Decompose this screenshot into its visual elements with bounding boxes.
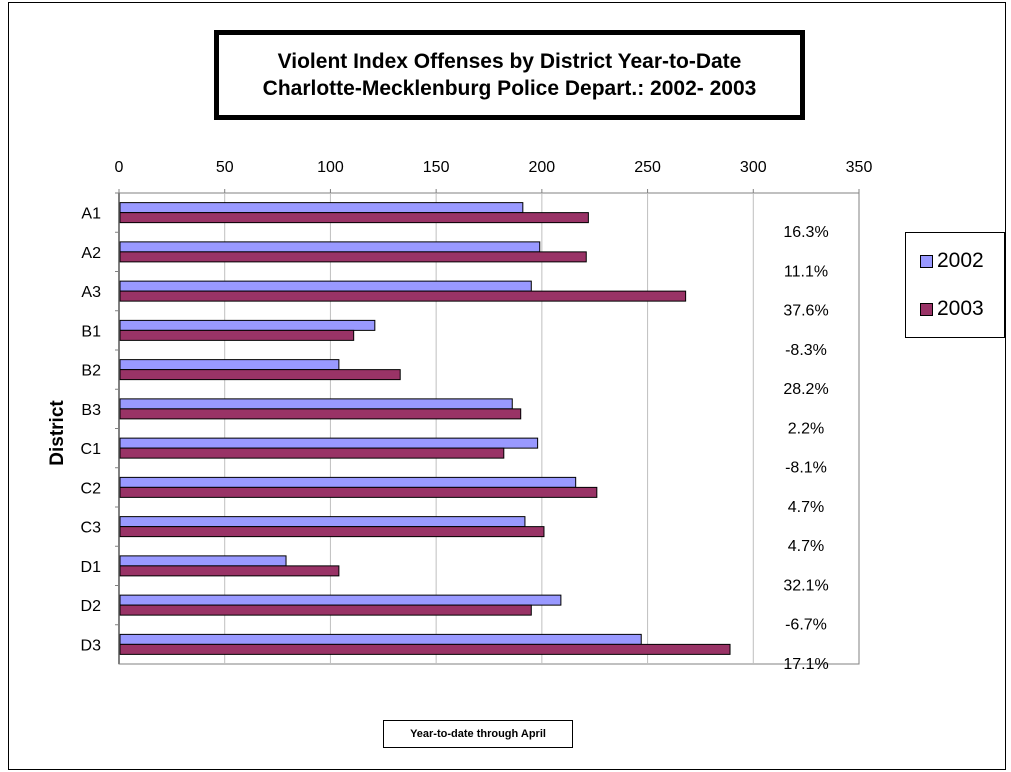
legend-swatch-2003 (920, 302, 933, 316)
bar-2002-A1 (119, 202, 524, 214)
bar-2003-A3 (119, 290, 687, 302)
chart-subtitle: Charlotte-Mecklenburg Police Depart.: 20… (262, 77, 757, 100)
bar-2002-D3 (119, 633, 642, 645)
bar-2002-D1 (119, 555, 287, 567)
bar-2003-C2 (119, 486, 598, 498)
x-tick-label: 100 (317, 159, 344, 176)
bar-2003-B1 (119, 329, 355, 341)
category-label: A1 (81, 206, 101, 223)
bar-2002-C3 (119, 516, 526, 528)
bar-2002-C1 (119, 437, 539, 449)
percent-change-label: 17.1% (783, 656, 828, 673)
y-axis-label: District (47, 400, 68, 466)
legend-label-2003: 2003 (937, 297, 984, 320)
chart-title: Violent Index Offenses by District Year-… (277, 50, 742, 73)
x-tick-label: 200 (529, 159, 556, 176)
percent-change-labels: 16.3% 11.1% 37.6% -8.3% 28.2% 2.2% -8.1% 4.7% 4.… (783, 224, 828, 673)
x-tick-label: 150 (423, 159, 450, 176)
bar-2003-D2 (119, 604, 532, 616)
percent-change-label: 32.1% (783, 577, 828, 594)
bars (119, 202, 731, 655)
bar-2003-D3 (119, 643, 731, 655)
category-label: D1 (81, 559, 102, 576)
percent-change-label: 28.2% (783, 381, 828, 398)
category-label: D3 (81, 637, 102, 654)
percent-change-label: -8.1% (785, 460, 827, 477)
gridlines (118, 192, 860, 665)
bar-2002-C2 (119, 476, 577, 488)
percent-change-label: 2.2% (788, 420, 824, 437)
bar-2002-A3 (119, 280, 532, 292)
category-label: C3 (81, 520, 102, 537)
category-labels: A1 A2 A3 B1 B2 B3 C1 C2 C3 D1 D2 D3 (81, 192, 119, 654)
percent-change-label: 11.1% (784, 263, 828, 280)
bar-2003-C3 (119, 526, 545, 538)
legend-item-2002: 2002 (920, 249, 984, 273)
chart-title-box: Violent Index Offenses by District Year-… (214, 30, 805, 120)
bar-2002-B1 (119, 319, 376, 331)
legend-label-2002: 2002 (937, 249, 984, 272)
x-tick-label: 250 (634, 159, 661, 176)
category-label: D2 (81, 598, 102, 615)
percent-change-label: 37.6% (783, 303, 828, 320)
x-tick-label: 300 (740, 159, 767, 176)
legend-item-2003: 2003 (920, 297, 984, 321)
x-tick-label: 350 (846, 159, 873, 176)
x-axis-ticks: 0 50 100 150 200 250 300 350 (115, 159, 873, 193)
category-label: B3 (81, 402, 101, 419)
bar-2002-A2 (119, 241, 541, 253)
bar-2003-A1 (119, 212, 589, 224)
percent-change-label: -6.7% (785, 617, 827, 634)
category-label: B2 (81, 363, 101, 380)
bar-2003-C1 (119, 447, 505, 459)
x-tick-label: 50 (216, 159, 234, 176)
bar-2002-B2 (119, 359, 340, 371)
category-label: C2 (81, 480, 102, 497)
percent-change-label: -8.3% (785, 342, 827, 359)
footnote: Year-to-date through April (383, 720, 573, 748)
legend: 2002 2003 (905, 232, 1005, 338)
bar-2002-D2 (119, 594, 562, 606)
plot-area (118, 192, 860, 665)
category-label: B1 (81, 323, 101, 340)
category-label: C1 (81, 441, 102, 458)
bar-2002-B3 (119, 398, 513, 410)
percent-change-label: 16.3% (783, 224, 828, 241)
bar-2003-B3 (119, 408, 522, 420)
x-tick-label: 0 (115, 159, 124, 176)
category-label: A3 (81, 284, 101, 301)
category-label: A2 (81, 245, 101, 262)
bar-2003-A2 (119, 251, 587, 263)
percent-change-label: 4.7% (788, 499, 824, 516)
bar-2003-B2 (119, 369, 401, 381)
bar-2003-D1 (119, 565, 340, 577)
percent-change-label: 4.7% (788, 538, 824, 555)
legend-swatch-2002 (920, 254, 933, 268)
chart-frame (8, 2, 1006, 770)
